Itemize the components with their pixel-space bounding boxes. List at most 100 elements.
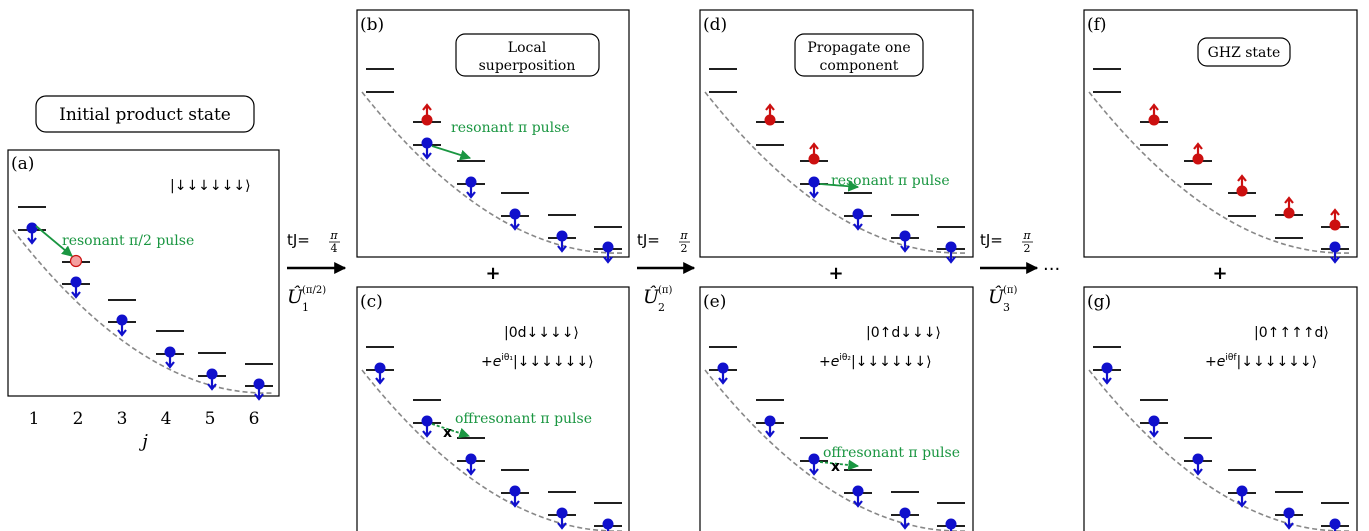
panel-b-spin-up-2-arrow — [422, 103, 432, 115]
panel-c-cross: x — [443, 425, 452, 441]
svg-text:Initial product state: Initial product state — [59, 105, 231, 125]
svg-text:2: 2 — [658, 301, 665, 314]
panel-b-spin-3-arrow — [466, 187, 476, 199]
panel-d-spin-up-3 — [808, 153, 820, 165]
panel-c-pulse-label: offresonant π pulse — [455, 411, 592, 427]
panel-f-label-box: GHZ state — [1197, 37, 1291, 67]
panel-d-spin-6-arrow — [946, 252, 956, 264]
panel-e-pulse-arrow — [819, 459, 860, 471]
panel-e-parabola — [704, 369, 966, 531]
svg-text:π: π — [1022, 229, 1031, 242]
panel-d-pulse-arrow — [819, 180, 860, 192]
panel-a-spin-1-arrow — [27, 233, 37, 245]
svg-text:(π): (π) — [1003, 285, 1017, 296]
panel-b — [356, 9, 630, 258]
panel-a — [7, 149, 280, 397]
panel-d — [699, 9, 974, 258]
panel-d-spin-down-3 — [808, 176, 820, 188]
panel-d-spin-5-arrow — [900, 241, 910, 253]
panel-a-spin-3-arrow — [117, 325, 127, 337]
panel-e-spin-1-arrow — [718, 373, 728, 385]
svg-text:GHZ state: GHZ state — [1208, 45, 1281, 61]
panel-e — [699, 286, 974, 531]
panel-e-spin-4 — [852, 485, 864, 497]
svg-text:Û: Û — [287, 285, 304, 308]
panel-d-tag: (d) — [703, 15, 727, 35]
panel-g-spin-1 — [1101, 362, 1113, 374]
panel-b-spin-5-arrow — [557, 241, 567, 253]
svg-text:+eiθ₂|↓↓↓↓↓↓⟩: +eiθ₂|↓↓↓↓↓↓⟩ — [819, 353, 932, 370]
panel-g-kets: |0↑↑↑↑d⟩ +eiθf|↓↓↓↓↓↓⟩ — [1205, 325, 1329, 370]
svg-text:1: 1 — [302, 301, 309, 314]
plus-b-c: + — [485, 263, 500, 284]
panel-g-spin-5-arrow — [1284, 518, 1294, 530]
panel-e-spin-1 — [717, 362, 729, 374]
panel-f-spin-2-arrow — [1149, 103, 1159, 115]
panel-b-spin-4 — [509, 208, 521, 220]
panel-d-pulse-label: resonant π pulse — [831, 173, 950, 189]
panel-a-spin-5-arrow — [207, 379, 217, 391]
panel-b-spin-down-2 — [421, 137, 433, 149]
panel-d-label-box: Propagate one component — [794, 33, 924, 77]
svg-text:(π): (π) — [658, 285, 672, 296]
panel-f — [1083, 9, 1358, 258]
panel-a-tag: (a) — [11, 154, 34, 174]
panel-c — [356, 286, 630, 531]
panel-f-spin-3-arrow — [1193, 142, 1203, 154]
panel-a-x-label: j — [138, 431, 148, 452]
panel-g-spin-2-arrow — [1149, 426, 1159, 438]
panel-c-spin-6 — [602, 518, 614, 530]
panel-a-spin-5 — [206, 368, 218, 380]
panel-d-spin-6 — [945, 241, 957, 253]
panel-c-spin-3-arrow — [466, 464, 476, 476]
panel-a-spin-2-arrow — [71, 287, 81, 299]
panel-f-spin-up-6 — [1329, 219, 1341, 231]
svg-text:6: 6 — [249, 409, 260, 429]
panel-b-tag: (b) — [360, 15, 384, 35]
panel-c-kets: |0d↓↓↓↓⟩ +eiθ₁|↓↓↓↓↓↓⟩ — [481, 325, 594, 370]
panel-a-spin-3 — [116, 314, 128, 326]
panel-b-spin-down-2-arrow — [422, 148, 432, 160]
panel-f-spin-down-6 — [1329, 241, 1341, 253]
svg-text:5: 5 — [205, 409, 216, 429]
panel-f-tag: (f) — [1087, 15, 1107, 35]
panel-a-spin-2 — [70, 276, 82, 288]
step-3: tJ= π 2 Û 3 (π) — [980, 229, 1039, 314]
panel-e-kets: |0↑d↓↓↓⟩ +eiθ₂|↓↓↓↓↓↓⟩ — [819, 325, 941, 370]
panel-d-spin-4-arrow — [853, 219, 863, 231]
panel-e-spin-3-arrow — [809, 464, 819, 476]
panel-a-spin-1 — [26, 222, 38, 234]
panel-e-spin-5-arrow — [900, 518, 910, 530]
plus-f-g: + — [1212, 263, 1227, 284]
svg-text:4: 4 — [161, 409, 172, 429]
panel-e-pulse-label: offresonant π pulse — [823, 445, 960, 461]
panel-c-spin-4-arrow — [510, 496, 520, 508]
panel-c-tag: (c) — [360, 292, 383, 312]
initial-state-label: Initial product state — [35, 95, 255, 133]
panel-c-spin-2-arrow — [422, 426, 432, 438]
svg-text:tJ=: tJ= — [287, 231, 310, 249]
panel-c-pulse-arrow — [431, 423, 471, 439]
panel-f-spin-5 — [1283, 207, 1295, 219]
svg-text:(π/2): (π/2) — [302, 285, 326, 296]
svg-text:tJ=: tJ= — [637, 231, 660, 249]
panel-a-pulse-label: resonant π/2 pulse — [62, 233, 194, 249]
panel-g-spin-1-arrow — [1102, 373, 1112, 385]
panel-b-label-box: Local superposition — [455, 33, 600, 77]
panel-e-cross: x — [831, 459, 840, 475]
svg-text:tJ=: tJ= — [980, 231, 1003, 249]
svg-text:1: 1 — [29, 409, 40, 429]
panel-f-spin-up-6-arrow — [1330, 208, 1340, 220]
panel-c-spin-4 — [509, 485, 521, 497]
panel-a-target-marker — [69, 254, 83, 268]
panel-g-spin-5 — [1283, 507, 1295, 519]
panel-a-ket: |↓↓↓↓↓↓⟩ — [170, 178, 251, 194]
panel-e-spin-2 — [764, 415, 776, 427]
panel-e-spin-3 — [808, 453, 820, 465]
panel-e-spin-5 — [899, 507, 911, 519]
panel-b-spin-5 — [556, 230, 568, 242]
panel-b-spin-4-arrow — [510, 219, 520, 231]
panel-b-spin-up-2 — [421, 114, 433, 126]
panel-a-spin-4-arrow — [165, 357, 175, 369]
